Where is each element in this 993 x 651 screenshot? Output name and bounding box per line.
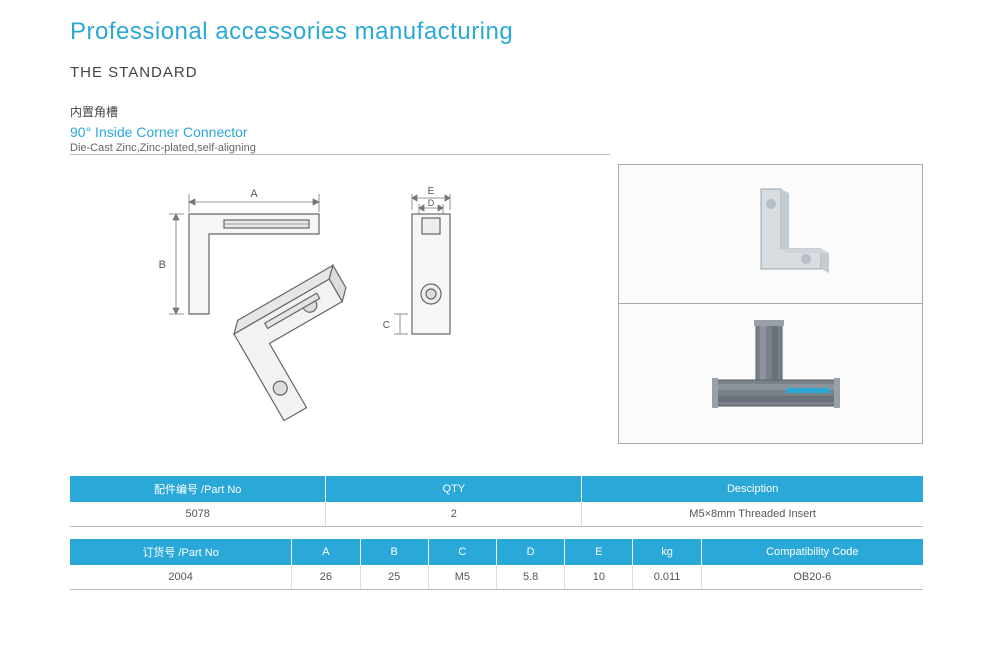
product-photo-bottom	[618, 304, 923, 444]
page-subtitle: THE STANDARD	[70, 64, 923, 81]
spec-table-row: 2004 26 25 M5 5.8 10 0.011 OB20-6	[70, 565, 923, 590]
spec-td: 25	[360, 565, 428, 590]
parts-td: 5078	[70, 502, 326, 527]
parts-td: 2	[326, 502, 582, 527]
technical-drawing: A B	[70, 164, 618, 464]
spec-th-7: Compatibility Code	[701, 539, 923, 565]
spec-td: 10	[565, 565, 633, 590]
spec-th-6: kg	[633, 539, 701, 565]
spec-td: 5.8	[496, 565, 564, 590]
spec-th-4: D	[496, 539, 564, 565]
spec-td: 0.011	[633, 565, 701, 590]
spec-th-0: 订货号 /Part No	[70, 539, 292, 565]
parts-th-0: 配件编号 /Part No	[70, 476, 326, 502]
parts-table: 配件编号 /Part No QTY Desciption 5078 2 M5×8…	[70, 476, 923, 527]
product-name: 90° Inside Corner Connector	[70, 124, 923, 140]
parts-th-1: QTY	[326, 476, 582, 502]
dim-label-b: B	[159, 259, 166, 271]
parts-table-row: 5078 2 M5×8mm Threaded Insert	[70, 502, 923, 527]
spec-th-1: A	[292, 539, 360, 565]
product-material: Die-Cast Zinc,Zinc-plated,self-aligning	[70, 142, 923, 154]
dim-label-a: A	[250, 188, 258, 200]
parts-th-2: Desciption	[582, 476, 923, 502]
dim-label-c: C	[383, 320, 390, 331]
spec-th-5: E	[565, 539, 633, 565]
product-cn-label: 内置角槽	[70, 103, 923, 120]
parts-td: M5×8mm Threaded Insert	[582, 502, 923, 527]
parts-table-header-row: 配件编号 /Part No QTY Desciption	[70, 476, 923, 502]
spec-td: 26	[292, 565, 360, 590]
spec-td: 2004	[70, 565, 292, 590]
dim-label-e: E	[428, 186, 435, 197]
dim-label-d: D	[428, 198, 435, 208]
spec-td: M5	[428, 565, 496, 590]
spec-th-2: B	[360, 539, 428, 565]
spec-table-header-row: 订货号 /Part No A B C D E kg Compatibility …	[70, 539, 923, 565]
spec-th-3: C	[428, 539, 496, 565]
connector-line	[70, 154, 610, 155]
spec-td: OB20-6	[701, 565, 923, 590]
page-title: Professional accessories manufacturing	[70, 18, 923, 46]
spec-table: 订货号 /Part No A B C D E kg Compatibility …	[70, 539, 923, 590]
product-photo-top	[618, 164, 923, 304]
